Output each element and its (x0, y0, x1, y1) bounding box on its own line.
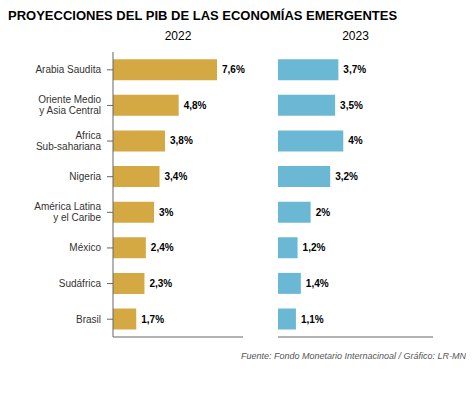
svg-text:2,4%: 2,4% (151, 242, 174, 253)
svg-text:7,6%: 7,6% (222, 64, 245, 75)
svg-text:3,5%: 3,5% (340, 100, 363, 111)
svg-text:Arabia Saudita: Arabia Saudita (35, 64, 101, 75)
svg-text:América Latinay el Caribe: América Latinay el Caribe (34, 201, 101, 223)
svg-text:México: México (69, 242, 101, 253)
svg-text:Brasil: Brasil (76, 314, 101, 325)
svg-text:3,4%: 3,4% (165, 171, 188, 182)
svg-text:Nigeria: Nigeria (69, 171, 101, 182)
svg-text:2%: 2% (316, 207, 331, 218)
svg-text:1,7%: 1,7% (141, 314, 164, 325)
html-text:2023: 2023 (342, 29, 369, 43)
svg-text:1,4%: 1,4% (306, 278, 329, 289)
svg-text:4,8%: 4,8% (184, 100, 207, 111)
svg-text:3,8%: 3,8% (170, 135, 193, 146)
svg-text:3,2%: 3,2% (335, 171, 358, 182)
svg-text:3%: 3% (159, 207, 174, 218)
html-text:Fuente: Fondo Monetario Intern: Fuente: Fondo Monetario Internacinoal / … (240, 351, 466, 361)
svg-text:3,7%: 3,7% (343, 64, 366, 75)
svg-text:AfricaSub-sahariana: AfricaSub-sahariana (36, 130, 101, 152)
svg-text:1,1%: 1,1% (301, 314, 324, 325)
svg-text:Oriente Medioy Asia Central: Oriente Medioy Asia Central (38, 94, 101, 116)
svg-text:1,2%: 1,2% (303, 242, 326, 253)
svg-text:4%: 4% (348, 135, 363, 146)
svg-text:Sudáfrica: Sudáfrica (59, 278, 102, 289)
html-text:2022: 2022 (164, 29, 192, 43)
svg-text:2,3%: 2,3% (149, 278, 172, 289)
html-text:PROYECCIONES DEL PIB DE LAS EC: PROYECCIONES DEL PIB DE LAS ECONOMÍAS EM… (8, 8, 398, 23)
